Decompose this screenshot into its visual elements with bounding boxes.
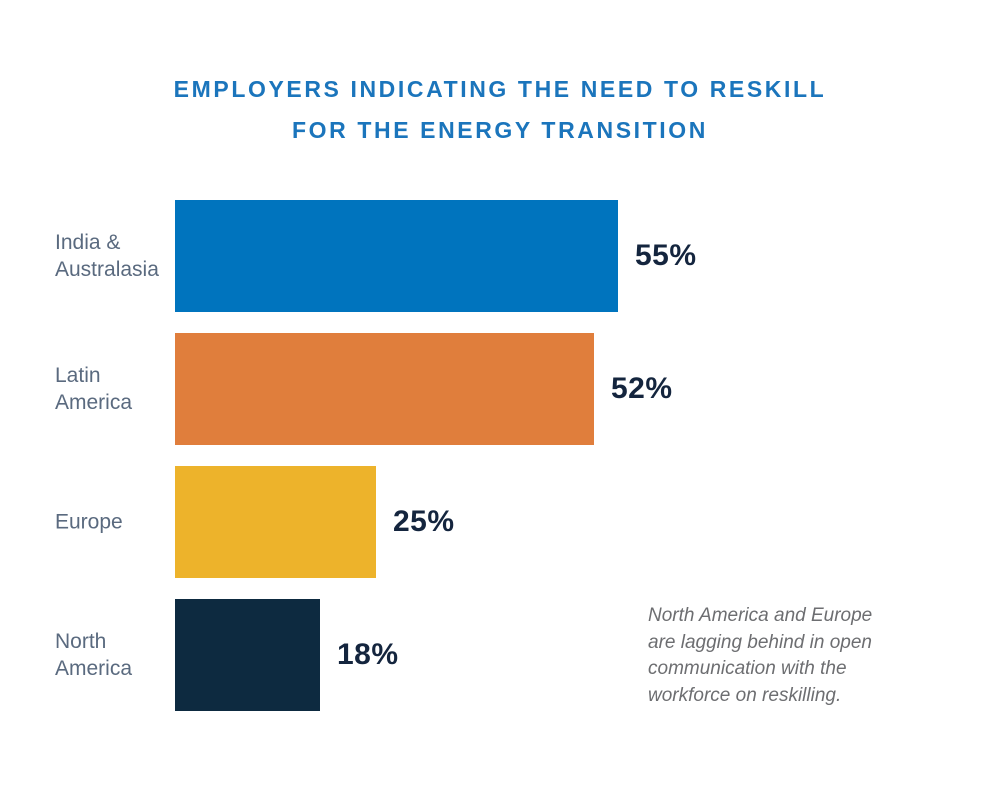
bar-row: Latin America 52%: [0, 333, 1000, 445]
bar-row-label: North America: [55, 630, 133, 680]
bar-value: 55%: [635, 239, 697, 272]
bar-row: India & Australasia 55%: [0, 200, 1000, 312]
bar: [175, 599, 320, 711]
bar-rows: India & Australasia 55% Latin America 52…: [0, 200, 1000, 711]
bar-row-label: India & Australasia: [55, 231, 159, 281]
chart-title: EMPLOYERS INDICATING THE NEED TO RESKILL…: [173, 76, 827, 143]
bar: [175, 200, 618, 312]
bar: [175, 466, 376, 578]
bar-value: 52%: [611, 372, 673, 405]
bar-row-label: Europe: [55, 510, 123, 534]
chart-annotation: North America and Europe are lagging beh…: [648, 605, 873, 706]
bar: [175, 333, 594, 445]
bar-row: Europe 25%: [0, 466, 1000, 578]
bar-value: 25%: [393, 505, 455, 538]
bar-row: North America 18%: [0, 599, 1000, 711]
bar-value: 18%: [337, 638, 399, 671]
bar-row-label: Latin America: [55, 364, 133, 414]
